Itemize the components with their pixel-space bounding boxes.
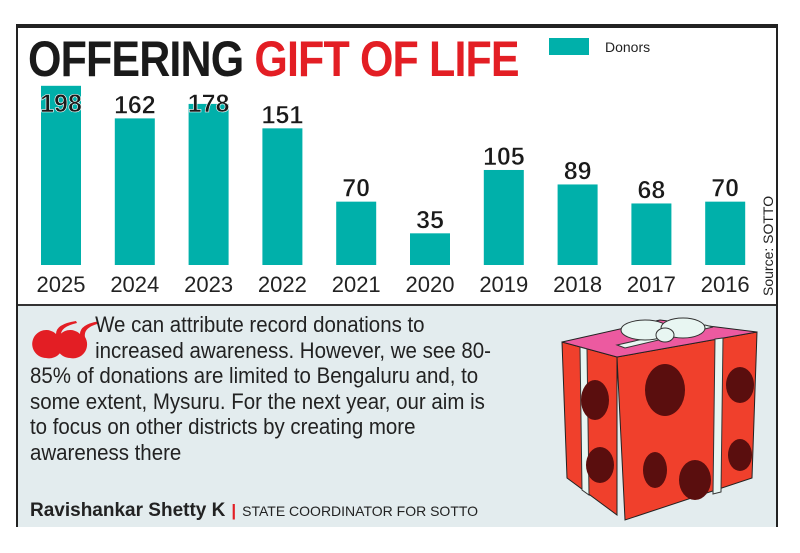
source-note: Source: SOTTO: [760, 195, 776, 296]
year-label: 2025: [37, 272, 86, 297]
year-label: 2019: [479, 272, 528, 297]
byline: Ravishankar Shetty K | STATE COORDINATOR F…: [30, 500, 478, 522]
quote-line: We can attribute record donations to: [95, 312, 425, 337]
bar-2020: [410, 233, 450, 265]
legend-swatch: [549, 38, 589, 55]
bar-2025: [41, 85, 81, 265]
value-label: 70: [711, 175, 739, 203]
quote-mark-icon: [32, 321, 98, 359]
value-label: 198: [40, 90, 82, 118]
year-label: 2023: [184, 272, 233, 297]
bar-2018: [557, 184, 598, 265]
value-label: 89: [564, 157, 592, 185]
title-part-red: GIFT OF LIFE: [254, 31, 519, 87]
value-label: 35: [416, 206, 444, 234]
year-label: 2022: [258, 272, 307, 297]
gift-box-illustration: [561, 317, 758, 521]
value-label: 70: [342, 175, 370, 203]
value-label: 68: [637, 176, 665, 204]
title-part-black: OFFERING: [28, 31, 244, 87]
quote-line: 80-85% of donations are limited to Benga…: [30, 337, 491, 465]
chart-title: OFFERING GIFT OF LIFE: [28, 30, 520, 88]
bar-2023: [188, 103, 229, 265]
value-label: 151: [262, 101, 304, 129]
quote-text: We can attribute record donations to incr…: [30, 312, 495, 466]
speaker-name: Ravishankar Shetty K: [30, 500, 226, 521]
bar-2024: [114, 118, 155, 265]
bar-2017: [631, 203, 672, 265]
year-label: 2021: [332, 272, 381, 297]
bar-2019: [483, 169, 524, 265]
bar-2021: [336, 201, 377, 265]
bar-chart: 198 2025 162 2024 178 2023 151 2022 70 2021 35 2020…: [37, 85, 750, 297]
value-label: 162: [114, 91, 156, 119]
value-label: 178: [188, 90, 230, 118]
year-label: 2016: [701, 272, 750, 297]
byline-divider: |: [231, 501, 237, 520]
legend: Donors: [549, 38, 650, 55]
bar-2022: [262, 128, 303, 265]
quote-line: increased awareness. However, we see: [95, 337, 456, 363]
year-label: 2017: [627, 272, 676, 297]
year-label: 2024: [110, 272, 159, 297]
year-label: 2020: [406, 272, 455, 297]
speaker-role: STATE COORDINATOR FOR SOTTO: [242, 503, 479, 519]
legend-label: Donors: [605, 38, 651, 55]
value-label: 105: [483, 143, 525, 171]
year-label: 2018: [553, 272, 602, 297]
bar-2016: [705, 201, 746, 265]
